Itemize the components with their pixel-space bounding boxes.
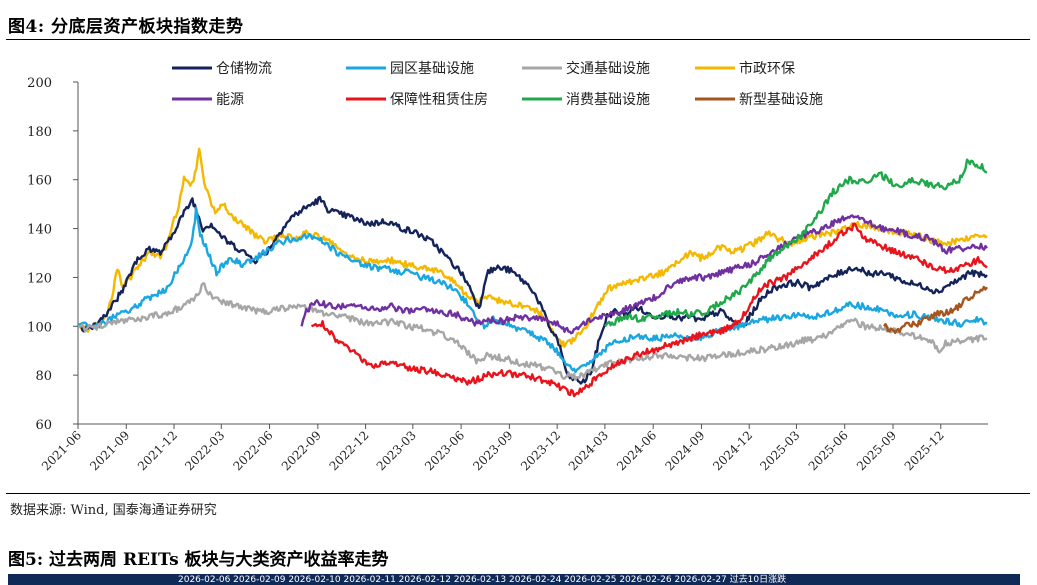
legend-label: 保障性租赁住房 [390, 92, 488, 108]
x-tick-label: 2025-09 [854, 428, 899, 473]
next-figure-title: 图5: 过去两周 REITs 板块与大类资产收益率走势 [8, 550, 389, 570]
y-tick-label: 200 [27, 76, 52, 91]
x-tick-label: 2023-03 [374, 428, 419, 473]
x-tick-label: 2023-12 [518, 428, 563, 473]
source-note: 数据来源: Wind, 国泰海通证券研究 [10, 503, 217, 518]
figure-title: 图4: 分底层资产板块指数走势 [8, 17, 244, 37]
x-tick-label: 2024-09 [662, 428, 707, 473]
x-tick-label: 2024-03 [566, 428, 611, 473]
y-tick-label: 80 [35, 369, 52, 384]
x-tick-label: 2024-12 [710, 428, 755, 473]
series-line-3 [77, 282, 988, 381]
x-tick-label: 2021-06 [39, 428, 84, 473]
legend-label: 能源 [216, 92, 244, 108]
x-tick-label: 2021-12 [135, 428, 180, 473]
x-tick-label: 2025-12 [902, 428, 947, 473]
y-tick-label: 60 [35, 418, 52, 433]
series-line-2 [77, 206, 988, 374]
x-tick-label: 2025-03 [757, 428, 802, 473]
series-line-8 [883, 285, 988, 335]
source-rule [6, 493, 1030, 494]
series-line-4 [77, 147, 988, 348]
line-chart: 60 80 100 120 140 160 180 200 2021-06 2021-09 2021… [27, 60, 988, 473]
series-line-6 [310, 222, 988, 398]
title-rule [6, 39, 1030, 40]
y-tick-label: 140 [27, 223, 52, 238]
table-header-text: 2026-02-06 2026-02-09 2026-02-10 2026-02… [178, 575, 787, 585]
x-tick-label: 2023-06 [422, 428, 467, 473]
legend-label: 仓储物流 [216, 61, 272, 77]
legend-label: 市政环保 [739, 60, 795, 77]
x-tick-label: 2022-09 [279, 428, 324, 473]
y-tick-label: 180 [27, 125, 52, 140]
x-tick-label: 2021-09 [87, 428, 132, 473]
y-tick-label: 160 [27, 174, 52, 189]
series-line-1 [77, 195, 988, 385]
series-line-5 [300, 214, 988, 335]
x-tick-label: 2024-06 [614, 428, 659, 473]
x-tick-label: 2023-09 [470, 428, 515, 473]
legend-label: 园区基础设施 [390, 60, 474, 77]
x-tick-label: 2022-12 [327, 428, 372, 473]
x-tick-label: 2022-03 [182, 428, 227, 473]
x-tick-label: 2025-06 [806, 428, 851, 473]
series-layer [77, 147, 988, 398]
next-figure-table-header: 2026-02-06 2026-02-09 2026-02-10 2026-02… [8, 574, 1020, 585]
y-tick-label: 120 [27, 271, 52, 286]
legend-label: 新型基础设施 [739, 91, 823, 108]
x-tick-label: 2022-06 [231, 428, 276, 473]
legend-label: 交通基础设施 [566, 60, 650, 77]
chart-axes: 60 80 100 120 140 160 180 200 2021-06 2021-09 2021… [27, 76, 988, 473]
y-tick-label: 100 [27, 320, 52, 335]
legend-label: 消费基础设施 [566, 91, 650, 108]
series-line-7 [603, 158, 988, 328]
